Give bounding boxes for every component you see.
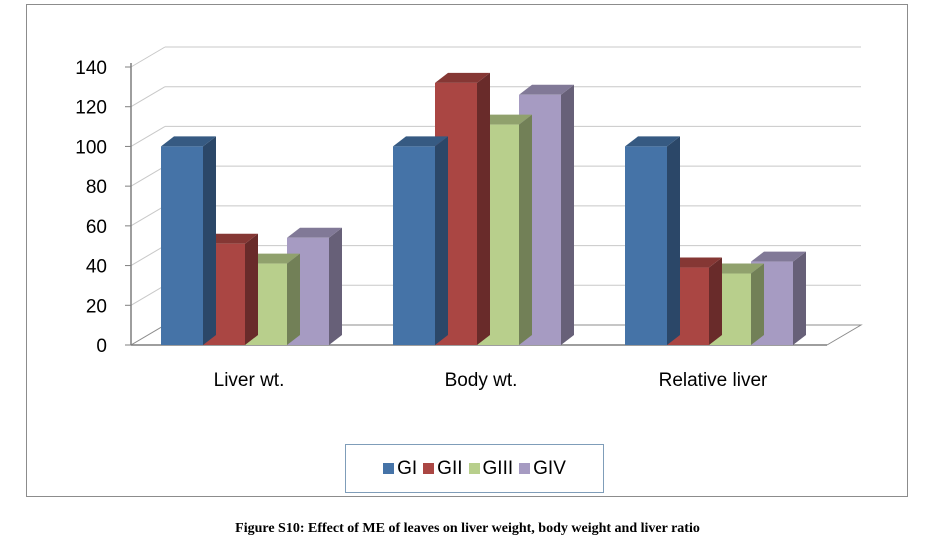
legend-swatch [423,463,435,474]
bar-side [245,233,258,345]
bar-top [477,114,532,125]
bar [625,146,667,345]
legend-swatch [383,463,395,474]
bar-side [709,257,722,345]
bar-side [667,136,680,345]
bar-top [287,227,342,238]
bar-top [203,233,258,244]
legend-label: GI [397,457,418,479]
legend-entry: GIII [468,457,514,480]
side-gridline [130,46,166,68]
x-tick-label: Body wt. [445,370,518,391]
bar-top [161,136,216,147]
bar-side [203,136,216,345]
y-tick-label: 0 [96,336,107,357]
bar-top [709,263,764,274]
y-tick-label: 40 [86,257,107,278]
side-gridline [130,205,166,227]
figure-caption: Figure S10: Effect of ME of leaves on li… [235,521,700,536]
side-gridline [130,165,166,187]
legend-swatch [519,463,531,474]
bar-side [477,72,490,345]
y-tick-label: 120 [75,98,107,119]
legend-label: GIV [533,457,566,479]
legend-swatch [468,463,480,474]
bar [393,146,435,345]
legend-entry: GII [423,457,463,480]
chart-frame: 0 20 40 60 80 100 120 140 Liver wt. Body wt. Relat… [26,4,908,497]
legend-label: GII [437,457,463,479]
bar-chart: 0 20 40 60 80 100 120 140 Liver wt. Body wt. Relat… [75,46,863,391]
bar-side [287,253,300,345]
bar-top [751,251,806,262]
y-tick-label: 20 [86,296,107,317]
bar-top [519,84,574,95]
bar-top [625,136,680,147]
bar-side [329,227,342,345]
x-tick-label: Liver wt. [214,370,285,391]
y-tick-label: 100 [75,137,107,158]
bar-side [561,84,574,346]
bar-side [435,136,448,345]
side-gridline [130,284,166,306]
legend-entry: GIV [519,458,566,480]
bar-side [751,263,764,345]
y-tick-label: 140 [75,58,107,79]
bar-side [793,251,806,345]
y-tick-label: 60 [86,217,107,238]
side-gridline [130,125,166,147]
bar-side [519,114,532,345]
legend-label: GIII [482,457,514,479]
x-tick-label: Relative liver [659,370,768,391]
bar [161,146,203,345]
bar-top [393,136,448,147]
side-gridline [130,245,166,267]
bar-top [435,72,490,83]
y-tick-label: 80 [86,177,107,198]
legend-entry: GI [383,458,417,480]
bar-top [245,253,300,264]
legend: GI GII GIII GIV [345,444,604,493]
side-gridline [130,86,166,108]
bar-top [667,257,722,268]
